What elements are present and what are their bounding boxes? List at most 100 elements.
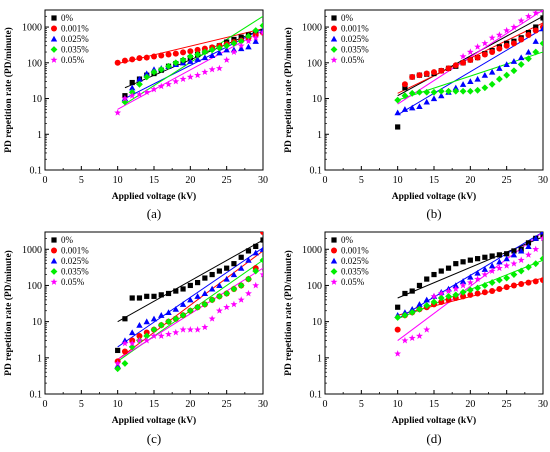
legend-label: 0.05% [341,277,365,287]
data-point [230,271,238,278]
data-point [187,296,194,303]
data-point [489,253,495,259]
data-point [460,59,467,66]
panel-caption: (a) [147,206,161,221]
data-point [245,37,252,45]
legend-label: 0.035% [341,45,369,55]
data-point [136,295,143,301]
y-tick-label: 1 [37,353,42,364]
legend-label: 0.05% [61,277,85,287]
data-point [158,52,165,59]
x-tick-label: 15 [149,399,159,410]
data-point [186,307,194,315]
data-point [489,288,496,295]
x-tick-label: 25 [502,175,512,186]
data-point [237,282,245,289]
x-axis-title: Applied voltage (kV) [112,415,196,426]
y-tick-label: 1000 [22,245,42,256]
data-point [215,64,223,72]
data-point [157,66,165,73]
data-point [114,359,122,367]
data-point [466,87,474,95]
legend-marker [50,257,58,264]
data-point [518,36,525,43]
data-point [173,288,179,294]
y-tick-label: 100 [27,58,42,69]
data-point [438,298,445,305]
data-point [503,42,510,49]
data-point [474,43,482,50]
data-point [143,329,150,336]
data-point [474,269,481,276]
data-point [129,295,135,301]
data-point [402,85,408,91]
data-point [136,333,143,340]
data-point [510,282,517,289]
data-point [517,61,525,68]
data-point [151,53,157,60]
data-point [496,75,503,83]
data-point [143,73,151,81]
legend-label: 0.025% [341,256,369,266]
legend-label: 0.025% [61,34,89,44]
data-point [539,39,543,47]
legend-marker [330,56,338,63]
y-tick-label: 1000 [22,23,42,34]
data-point [165,51,172,58]
y-tick-label: 10 [312,94,322,105]
data-point [238,254,244,260]
data-point [431,271,437,278]
x-tick-label: 5 [359,399,364,410]
y-tick-label: 1000 [302,245,322,256]
legend-label: 0.035% [61,267,89,277]
data-point [423,296,430,303]
data-point [466,286,474,294]
data-point [401,92,409,100]
chart-panel-d: 0 5 10 15 20 25 30 0.1 1 10 100 1000 Applied voltage… [283,231,548,446]
data-series [395,232,543,310]
x-tick-label: 0 [43,399,48,410]
legend-marker [331,237,337,243]
data-point [150,326,158,334]
data-point [165,330,172,338]
data-point [503,274,511,282]
data-point [532,27,539,34]
x-axis-title: Applied voltage (kV) [392,191,476,202]
data-point [401,106,409,112]
x-tick-label: 30 [258,399,268,410]
data-point [511,248,517,254]
legend-label: 0% [61,13,74,23]
data-point [423,70,430,77]
data-point [165,290,172,297]
data-point [466,48,474,55]
data-point [215,307,223,314]
data-point [488,279,496,286]
data-point [157,82,165,90]
data-point [424,276,430,282]
data-series [401,24,543,88]
data-point [467,291,474,298]
data-point [259,28,263,36]
data-point [194,46,201,53]
data-point [186,53,194,60]
data-point [180,286,186,292]
data-layer [114,15,263,116]
data-point [121,360,129,367]
data-series [114,246,263,369]
data-point [467,78,474,85]
data-point [503,284,510,291]
data-point [208,296,216,304]
panel-caption: (c) [147,431,161,446]
data-point [165,80,172,88]
data-point [525,251,532,258]
chart-panel-a: 0 5 10 15 20 25 30 0.1 1 10 100 1000 Applied voltage… [3,9,268,221]
data-point [245,248,252,254]
data-point [150,68,158,76]
data-point [416,282,423,289]
data-point [115,347,121,354]
data-point [423,302,431,309]
x-tick-label: 5 [359,175,364,186]
data-point [121,348,128,355]
data-point [488,34,496,41]
data-point [143,336,151,344]
